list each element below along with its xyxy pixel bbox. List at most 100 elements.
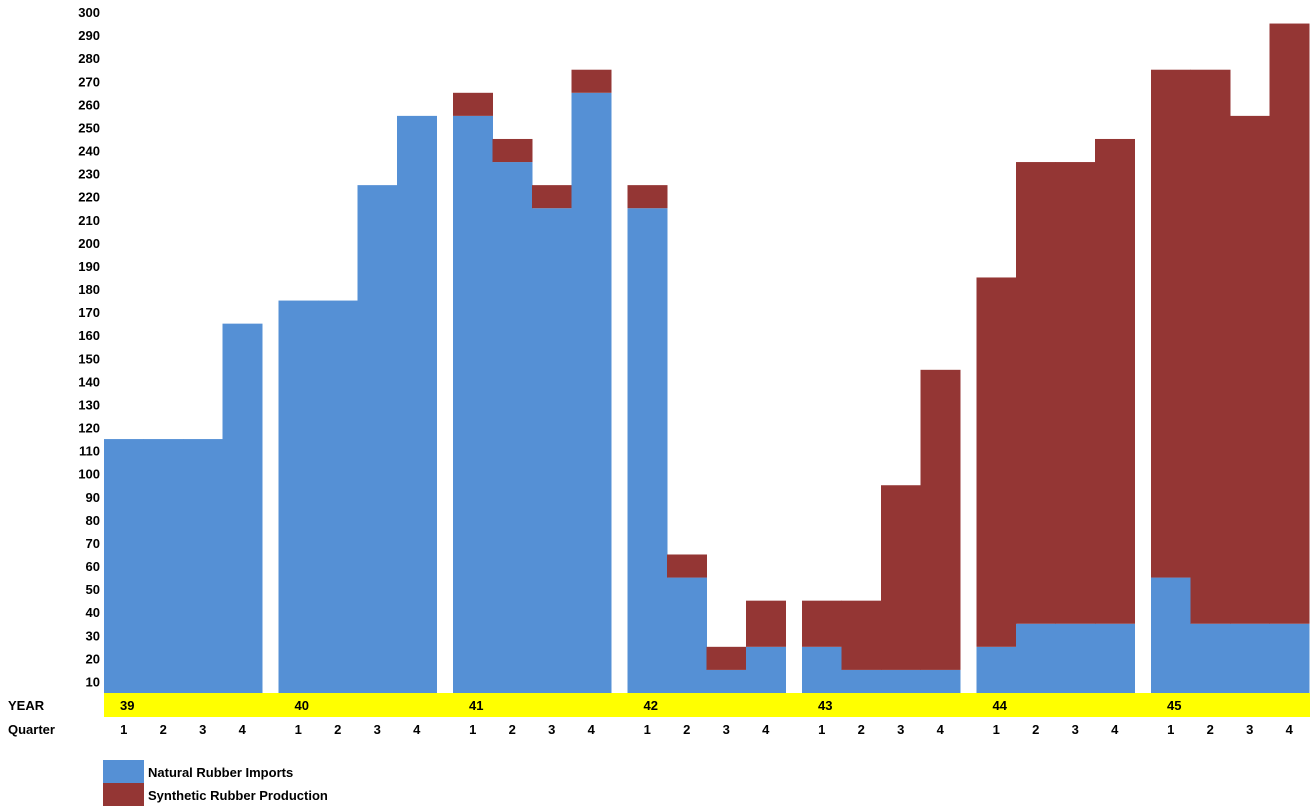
bar-natural-rubber: [318, 300, 358, 693]
bar-synthetic-rubber: [1230, 115, 1270, 624]
y-tick-label: 90: [86, 490, 100, 505]
bar-natural-rubber: [1016, 623, 1056, 693]
y-tick-label: 190: [78, 259, 100, 274]
bar-synthetic-rubber: [802, 600, 842, 647]
quarter-label: 2: [1207, 722, 1214, 737]
quarter-label: 1: [295, 722, 302, 737]
bar-natural-rubber: [1190, 623, 1231, 693]
bar-natural-rubber: [104, 439, 144, 693]
bar-synthetic-rubber: [667, 554, 707, 578]
bar-natural-rubber: [571, 92, 612, 693]
quarter-label: 3: [374, 722, 381, 737]
y-tick-label: 290: [78, 28, 100, 43]
bar-natural-rubber: [397, 115, 437, 694]
y-tick-label: 200: [78, 236, 100, 251]
bar-natural-rubber: [278, 300, 319, 693]
y-tick-label: 10: [86, 674, 100, 689]
x-axis-labels: 1 2 3 4 1 2 3 4 1 2 3 4 1 2 3 4 1 2 3 4 1 2 3 4 1 2 3 4: [120, 722, 1294, 737]
quarter-label: 1: [469, 722, 476, 737]
year-band-fill: [104, 693, 1310, 717]
bar-natural-rubber: [183, 439, 223, 693]
bar-natural-rubber: [627, 208, 668, 693]
quarter-label: 1: [1167, 722, 1174, 737]
bar-natural-rubber: [802, 646, 842, 693]
quarter-label: 4: [1286, 722, 1294, 737]
quarter-label: 4: [937, 722, 945, 737]
bar-natural-rubber: [143, 439, 184, 693]
quarter-label: 4: [588, 722, 596, 737]
bar-natural-rubber: [222, 323, 263, 693]
y-tick-label: 130: [78, 397, 100, 412]
y-tick-label: 80: [86, 513, 100, 528]
quarter-label: 1: [818, 722, 825, 737]
y-tick-label: 230: [78, 167, 100, 182]
y-tick-label: 150: [78, 351, 100, 366]
bar-natural-rubber: [492, 162, 533, 693]
bar-synthetic-rubber: [492, 138, 533, 163]
bar-natural-rubber: [1269, 623, 1310, 693]
bar-synthetic-rubber: [746, 600, 786, 647]
y-tick-label: 60: [86, 559, 100, 574]
bar-synthetic-rubber: [532, 185, 572, 209]
bar-synthetic-rubber: [881, 485, 921, 670]
year-label: 40: [295, 698, 309, 713]
quarter-label: 3: [548, 722, 555, 737]
bar-natural-rubber: [746, 646, 786, 693]
bars: [104, 23, 1310, 694]
year-row-label: YEAR: [8, 698, 45, 713]
bar-natural-rubber: [841, 669, 882, 693]
row-labels: YEAR Quarter: [8, 698, 55, 737]
y-tick-label: 140: [78, 374, 100, 389]
year-label: 43: [818, 698, 832, 713]
y-tick-label: 70: [86, 536, 100, 551]
y-tick-label: 180: [78, 282, 100, 297]
quarter-label: 1: [120, 722, 127, 737]
bar-natural-rubber: [1095, 623, 1135, 693]
quarter-label: 2: [858, 722, 865, 737]
bar-synthetic-rubber: [1190, 69, 1231, 624]
quarter-label: 4: [413, 722, 421, 737]
y-tick-label: 220: [78, 190, 100, 205]
year-label: 39: [120, 698, 134, 713]
quarter-label: 4: [1111, 722, 1119, 737]
bar-synthetic-rubber: [627, 185, 668, 209]
bar-synthetic-rubber: [706, 646, 747, 670]
bar-synthetic-rubber: [453, 92, 493, 116]
bar-natural-rubber: [1230, 623, 1270, 693]
quarter-label: 3: [199, 722, 206, 737]
y-tick-label: 40: [86, 605, 100, 620]
bar-natural-rubber: [1055, 623, 1096, 693]
quarter-row-label: Quarter: [8, 722, 55, 737]
quarter-label: 2: [334, 722, 341, 737]
bar-natural-rubber: [453, 115, 493, 694]
bar-synthetic-rubber: [1269, 23, 1310, 624]
bar-synthetic-rubber: [976, 277, 1017, 647]
y-tick-label: 280: [78, 51, 100, 66]
year-label: 45: [1167, 698, 1181, 713]
legend: Natural Rubber Imports Synthetic Rubber …: [103, 760, 328, 806]
bar-natural-rubber: [357, 185, 398, 693]
quarter-label: 2: [683, 722, 690, 737]
quarter-label: 2: [509, 722, 516, 737]
y-tick-label: 250: [78, 120, 100, 135]
bar-synthetic-rubber: [841, 600, 882, 670]
quarter-label: 2: [160, 722, 167, 737]
quarter-label: 3: [1246, 722, 1253, 737]
y-tick-label: 300: [78, 5, 100, 20]
y-tick-label: 270: [78, 74, 100, 89]
year-band: 39 40 41 42 43 44 45: [104, 693, 1310, 717]
bar-synthetic-rubber: [1151, 69, 1191, 578]
y-tick-label: 170: [78, 305, 100, 320]
year-label: 41: [469, 698, 483, 713]
year-label: 44: [993, 698, 1008, 713]
year-label: 42: [644, 698, 658, 713]
quarter-label: 4: [239, 722, 247, 737]
y-tick-label: 160: [78, 328, 100, 343]
legend-label-synthetic: Synthetic Rubber Production: [148, 788, 328, 803]
bar-synthetic-rubber: [920, 369, 961, 670]
quarter-label: 1: [993, 722, 1000, 737]
y-tick-label: 240: [78, 144, 100, 159]
quarter-label: 4: [762, 722, 770, 737]
legend-label-natural: Natural Rubber Imports: [148, 765, 293, 780]
